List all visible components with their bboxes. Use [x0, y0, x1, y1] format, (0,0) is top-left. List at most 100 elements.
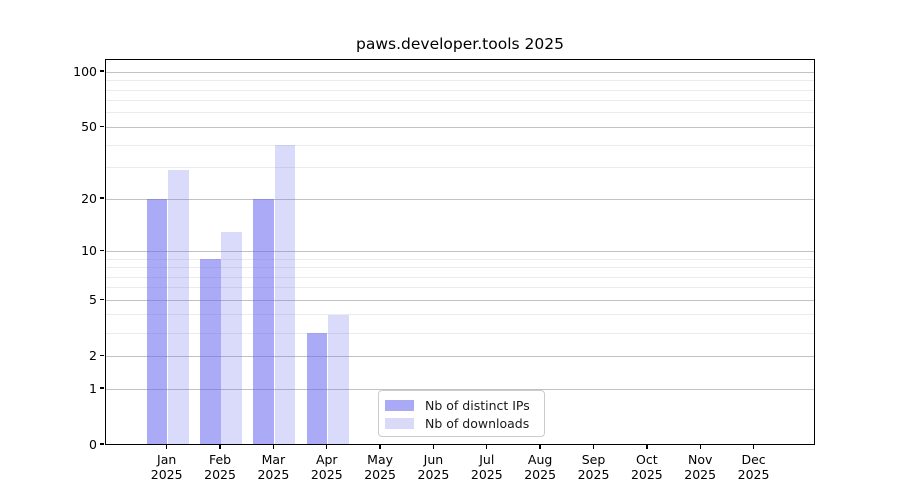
y-tick-mark [100, 125, 104, 128]
gridline-major [106, 388, 814, 390]
x-tick-year: 2025 [737, 467, 770, 482]
y-tick-mark [100, 249, 104, 251]
x-tick-year: 2025 [257, 467, 290, 482]
gridline-minor [106, 144, 814, 146]
y-tick-mark [100, 197, 104, 199]
gridline-minor [106, 80, 814, 82]
y-tick-label: 10 [81, 242, 97, 258]
y-tick-label: 1 [89, 380, 97, 396]
bar-distinct-ips-feb [200, 259, 221, 444]
x-tick-year: 2025 [470, 467, 503, 482]
x-tick-month: Sep [581, 452, 606, 467]
gridline-minor [106, 100, 814, 102]
x-tick-year: 2025 [150, 467, 183, 482]
x-tick-label-may: May 2025 [348, 452, 412, 482]
gridline-minor [106, 167, 814, 169]
y-tick-mark [100, 387, 104, 389]
legend-label-distinct-ips: Nb of distinct IPs [425, 397, 530, 413]
x-tick-label-feb: Feb 2025 [188, 452, 252, 482]
legend-swatch-distinct-ips [385, 399, 414, 411]
y-tick-mark [100, 70, 104, 72]
x-tick-label-nov: Nov 2025 [668, 452, 732, 482]
gridline-minor [106, 287, 814, 289]
y-tick-label: 0 [89, 436, 97, 452]
x-tick-year: 2025 [364, 467, 396, 482]
x-tick-mark [326, 445, 328, 449]
chart-title: paws.developer.tools 2025 [356, 35, 564, 53]
x-tick-label-sep: Sep 2025 [562, 452, 626, 482]
gridline-minor [106, 276, 814, 278]
gridline-minor [106, 112, 814, 114]
x-tick-label-jul: Jul 2025 [455, 452, 519, 482]
bar-distinct-ips-jan [146, 199, 168, 444]
x-tick-label-apr: Apr 2025 [295, 452, 359, 482]
bar-distinct-ips-mar [253, 199, 274, 444]
gridline-minor [106, 89, 814, 91]
x-tick-month: Jan [157, 452, 177, 467]
x-tick-year: 2025 [417, 467, 450, 482]
x-tick-mark [592, 445, 595, 449]
x-tick-label-dec: Dec 2025 [722, 452, 786, 482]
gridline-major [106, 126, 814, 128]
legend-entry-downloads: Nb of downloads [385, 414, 538, 432]
x-tick-mark [486, 445, 488, 449]
gridline-minor [106, 332, 814, 334]
x-tick-year: 2025 [684, 467, 717, 482]
y-tick-mark [100, 443, 104, 445]
x-tick-mark [752, 445, 755, 449]
y-tick-label: 2 [89, 347, 97, 363]
y-tick-mark [100, 298, 104, 300]
y-tick-label: 20 [81, 190, 97, 206]
bar-downloads-jan [168, 170, 189, 444]
gridline-major [106, 355, 814, 357]
bar-distinct-ips-apr [306, 333, 328, 444]
x-tick-year: 2025 [204, 467, 236, 482]
x-tick-month: May [367, 452, 394, 467]
x-tick-year: 2025 [524, 467, 557, 482]
x-tick-month: Dec [741, 452, 766, 467]
legend-entry-distinct-ips: Nb of distinct IPs [385, 396, 538, 414]
x-tick-month: Oct [636, 452, 658, 467]
x-tick-label-aug: Aug 2025 [508, 452, 572, 482]
x-tick-mark [272, 445, 275, 449]
x-tick-mark [379, 445, 381, 449]
gridline-major [106, 198, 814, 200]
bar-downloads-feb [221, 231, 243, 444]
x-tick-year: 2025 [630, 467, 663, 482]
x-tick-mark [539, 445, 541, 449]
x-tick-month: Nov [687, 452, 713, 467]
x-tick-month: Feb [208, 452, 232, 467]
x-tick-label-oct: Oct 2025 [615, 452, 679, 482]
x-tick-mark [219, 445, 221, 449]
x-tick-mark [646, 445, 648, 449]
gridline-minor [106, 314, 814, 316]
x-tick-label-jun: Jun 2025 [401, 452, 465, 482]
x-tick-month: Jul [479, 452, 495, 467]
gridline-major [106, 71, 814, 73]
y-tick-label: 50 [81, 118, 97, 134]
x-tick-mark [432, 445, 435, 449]
legend-swatch-downloads [385, 417, 414, 429]
x-tick-month: Apr [315, 452, 338, 467]
y-tick-label: 100 [73, 63, 97, 79]
bar-downloads-apr [328, 314, 349, 444]
x-tick-mark [166, 445, 168, 449]
x-tick-label-mar: Mar 2025 [241, 452, 305, 482]
x-tick-mark [699, 445, 701, 449]
x-tick-year: 2025 [310, 467, 343, 482]
gridline-major [106, 250, 814, 252]
bar-downloads-mar [274, 145, 296, 444]
x-tick-month: Jun [423, 452, 444, 467]
legend: Nb of distinct IPs Nb of downloads [378, 390, 545, 437]
x-tick-month: Mar [261, 452, 286, 467]
y-tick-mark [100, 354, 104, 356]
y-tick-label: 5 [89, 291, 97, 307]
x-tick-month: Aug [527, 452, 553, 467]
gridline-major [106, 299, 814, 301]
gridline-minor [106, 258, 814, 260]
x-tick-year: 2025 [577, 467, 610, 482]
x-tick-label-jan: Jan 2025 [135, 452, 199, 482]
gridline-minor [106, 267, 814, 268]
plot-area [105, 59, 815, 445]
